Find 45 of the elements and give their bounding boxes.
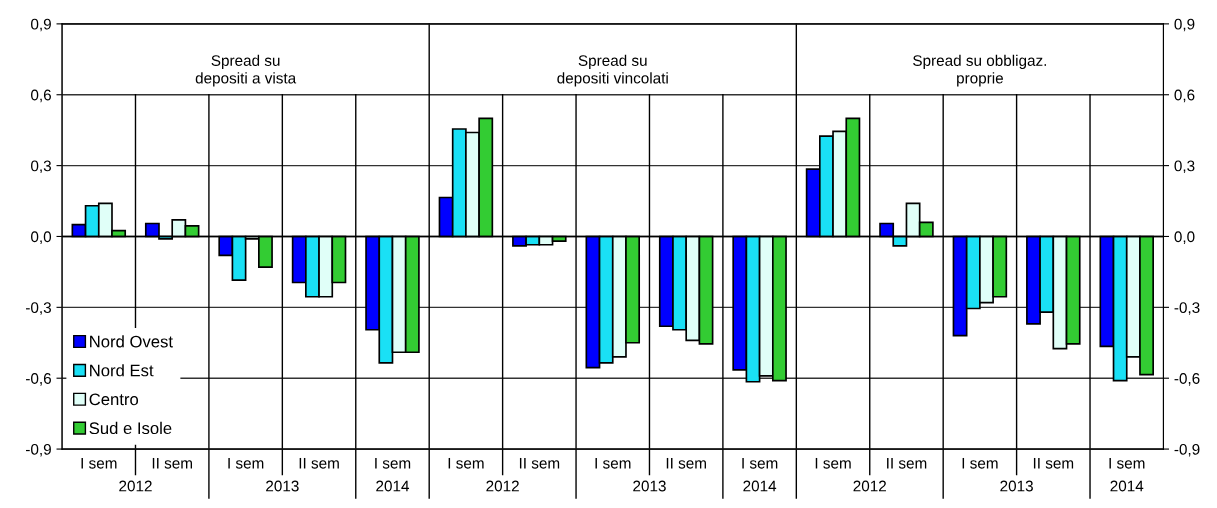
y-tick-label: 0,6 xyxy=(31,89,51,103)
y2-tick-label: -0,6 xyxy=(1174,373,1200,386)
x-tick-label: II sem xyxy=(666,457,706,469)
x-tick-label: II sem xyxy=(1033,457,1074,469)
legend-label: Sud e Isole xyxy=(89,421,172,435)
y-tick-label: -0,6 xyxy=(26,373,51,386)
annotation: Spread su depositi vincolati xyxy=(557,54,668,87)
x-tick-label: II sem xyxy=(519,457,560,469)
y-tick-label: 0,3 xyxy=(31,160,51,174)
y2-tick-label: 0,3 xyxy=(1174,160,1195,174)
y-tick-label: -0,9 xyxy=(26,443,51,457)
x-tick-label: I sem xyxy=(815,457,851,469)
y2-tick-label: 0,9 xyxy=(1174,18,1195,32)
text: 2013 xyxy=(266,480,299,492)
text: 2014 xyxy=(1110,480,1144,492)
y-tick-label: 0,9 xyxy=(31,18,51,32)
x-tick-label: II sem xyxy=(299,457,339,469)
text: 2012 xyxy=(486,480,519,492)
x-tick-label: II sem xyxy=(887,457,927,469)
y2-tick-label: -0,9 xyxy=(1174,443,1200,457)
text: 2012 xyxy=(853,480,886,492)
x-tick-label: I sem xyxy=(1109,457,1145,469)
x-tick-label: I sem xyxy=(448,457,484,469)
x-tick-label: II sem xyxy=(152,457,192,469)
y-tick-label: 0,0 xyxy=(31,231,52,244)
y2-tick-label: -0,3 xyxy=(1174,302,1200,315)
annotation: Spread su depositi a vista xyxy=(195,54,297,87)
y2-tick-label: 0,6 xyxy=(1174,89,1195,103)
x-tick-label: I sem xyxy=(962,457,998,469)
annotation: Spread su obbligaz. proprie xyxy=(913,54,1047,87)
text: 2013 xyxy=(633,480,666,492)
x-tick-label: I sem xyxy=(228,457,264,469)
x-tick-label: I sem xyxy=(595,457,631,469)
x-tick-label: I sem xyxy=(81,457,117,469)
y-tick-label: -0,3 xyxy=(26,302,51,315)
legend-label: Nord Est xyxy=(90,364,154,377)
text: 2014 xyxy=(376,480,410,492)
text: 2014 xyxy=(743,480,777,492)
x-tick-label: I sem xyxy=(375,457,411,469)
text: 2012 xyxy=(119,480,152,492)
x-tick-label: I sem xyxy=(742,457,778,469)
y2-tick-label: 0,0 xyxy=(1174,231,1195,244)
text: 2013 xyxy=(1000,480,1033,492)
legend-label: Centro xyxy=(89,393,139,406)
legend-label: Nord Ovest xyxy=(90,335,173,348)
